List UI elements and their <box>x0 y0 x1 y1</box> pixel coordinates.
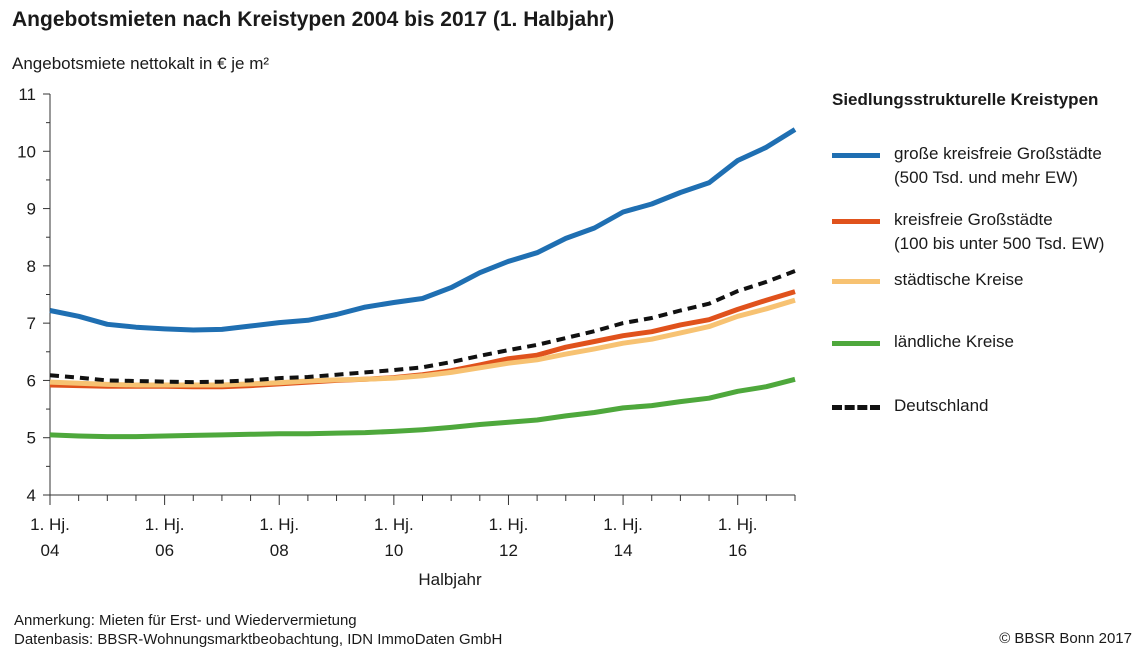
y-tick-label: 6 <box>27 371 36 390</box>
y-axis-label: Angebotsmiete nettokalt in € je m² <box>12 54 270 73</box>
copyright: © BBSR Bonn 2017 <box>999 630 1132 647</box>
legend-label: Deutschland <box>894 396 989 415</box>
legend-label: kreisfreie Großstädte (100 bis unter 500… <box>894 210 1105 253</box>
legend-item-deutschland: Deutschland <box>832 394 989 418</box>
y-tick-label: 7 <box>27 314 36 333</box>
legend-swatch <box>832 279 880 284</box>
y-tick-label: 9 <box>27 200 36 219</box>
note-anmerkung: Anmerkung: Mieten für Erst- und Wiederve… <box>14 612 357 629</box>
legend-item-grosse-kreisfreie-grossstaedte: große kreisfreie Großstädte (500 Tsd. un… <box>832 142 1102 190</box>
legend-swatch <box>832 219 880 224</box>
legend-item-laendliche-kreise: ländliche Kreise <box>832 330 1014 354</box>
series-line-kreisfreie-grossstaedte <box>49 289 796 390</box>
x-tick-label: 1. Hj. 16 <box>718 515 758 560</box>
x-tick-label: 1. Hj. 08 <box>259 515 299 560</box>
chart-title: Angebotsmieten nach Kreistypen 2004 bis … <box>12 8 615 31</box>
x-tick-label: 1. Hj. 04 <box>30 515 70 560</box>
legend: Siedlungsstrukturelle Kreistypen große k… <box>832 90 1142 415</box>
y-tick-label: 4 <box>27 486 36 505</box>
series-line-grosse-kreisfreie-grossstaedte <box>49 127 797 333</box>
y-tick-label: 5 <box>27 429 36 448</box>
legend-item-staedtische-kreise: städtische Kreise <box>832 268 1023 292</box>
y-tick-label: 11 <box>18 85 36 104</box>
series-line-laendliche-kreise <box>49 376 796 440</box>
chart-area: 4 5 6 7 8 9 10 11 1. Hj. 04 1. Hj. 06 1. Hj. 08 1. Hj.… <box>17 85 797 589</box>
legend-swatch <box>832 153 880 158</box>
series-line-staedtische-kreise <box>49 297 796 388</box>
note-datenbasis: Datenbasis: BBSR-Wohnungsmarktbeobachtun… <box>14 631 503 648</box>
legend-label: große kreisfreie Großstädte (500 Tsd. un… <box>894 144 1102 187</box>
legend-title: Siedlungsstrukturelle Kreistypen <box>832 90 1099 109</box>
legend-swatch <box>832 405 880 410</box>
x-tick-label: 1. Hj. 12 <box>489 515 529 560</box>
series-line-deutschland <box>49 269 796 385</box>
legend-item-kreisfreie-grossstaedte: kreisfreie Großstädte (100 bis unter 500… <box>832 208 1104 256</box>
x-tick-label: 1. Hj. 06 <box>145 515 185 560</box>
legend-swatch <box>832 341 880 346</box>
y-tick-label: 8 <box>27 257 36 276</box>
x-tick-label: 1. Hj. 10 <box>374 515 414 560</box>
x-tick-label: 1. Hj. 14 <box>603 515 643 560</box>
legend-label: ländliche Kreise <box>894 332 1015 351</box>
legend-label: städtische Kreise <box>894 270 1024 289</box>
x-axis-label: Halbjahr <box>418 570 482 589</box>
y-tick-label: 10 <box>17 142 36 161</box>
